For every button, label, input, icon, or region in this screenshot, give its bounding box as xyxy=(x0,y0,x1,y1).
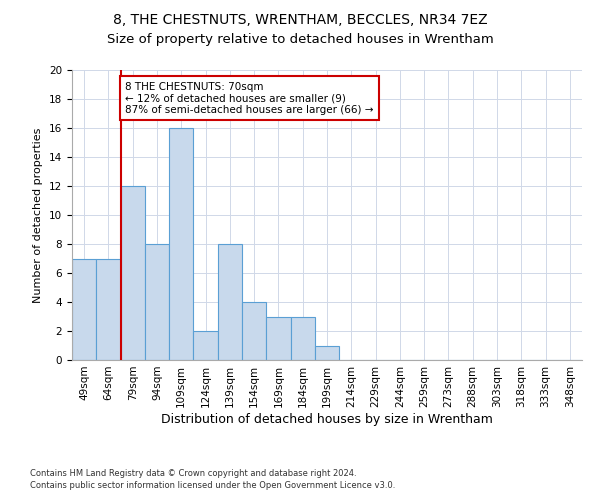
Bar xyxy=(315,346,339,360)
Bar xyxy=(290,316,315,360)
Bar xyxy=(72,258,96,360)
Bar xyxy=(266,316,290,360)
Text: 8 THE CHESTNUTS: 70sqm
← 12% of detached houses are smaller (9)
87% of semi-deta: 8 THE CHESTNUTS: 70sqm ← 12% of detached… xyxy=(125,82,374,115)
Bar xyxy=(242,302,266,360)
Text: Contains public sector information licensed under the Open Government Licence v3: Contains public sector information licen… xyxy=(30,481,395,490)
Text: Contains HM Land Registry data © Crown copyright and database right 2024.: Contains HM Land Registry data © Crown c… xyxy=(30,468,356,477)
Bar xyxy=(169,128,193,360)
Bar xyxy=(145,244,169,360)
Bar xyxy=(96,258,121,360)
Bar xyxy=(121,186,145,360)
Y-axis label: Number of detached properties: Number of detached properties xyxy=(34,128,43,302)
Bar xyxy=(193,331,218,360)
X-axis label: Distribution of detached houses by size in Wrentham: Distribution of detached houses by size … xyxy=(161,412,493,426)
Bar xyxy=(218,244,242,360)
Text: 8, THE CHESTNUTS, WRENTHAM, BECCLES, NR34 7EZ: 8, THE CHESTNUTS, WRENTHAM, BECCLES, NR3… xyxy=(113,12,487,26)
Text: Size of property relative to detached houses in Wrentham: Size of property relative to detached ho… xyxy=(107,32,493,46)
